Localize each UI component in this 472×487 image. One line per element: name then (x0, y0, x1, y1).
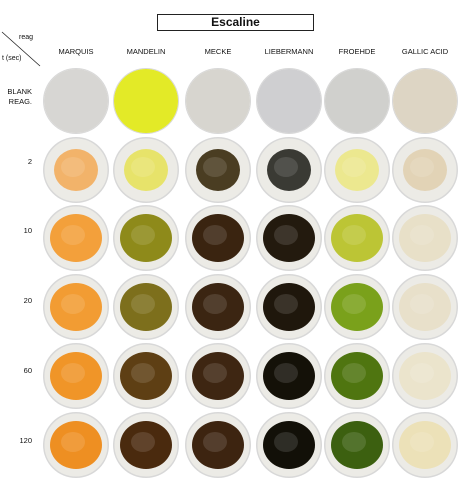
corner-time-label: t (sec) (2, 55, 22, 62)
dish-liebermann-row-1 (256, 137, 322, 203)
dish-marquis-row-3 (43, 274, 109, 340)
col-header-mecke: MECKE (204, 47, 232, 56)
dish-marquis-row-2 (43, 205, 109, 271)
dish-gallic-row-1 (392, 137, 458, 203)
dish-mecke-row-0 (185, 68, 251, 134)
dish-marquis-row-0 (43, 68, 109, 134)
col-header-gallic-acid: GALLIC ACID (401, 47, 449, 56)
dish-liebermann-row-4 (256, 343, 322, 409)
dish-gallic-row-0 (392, 68, 458, 134)
dish-froehde-row-5 (324, 412, 390, 478)
dish-mecke-row-4 (185, 343, 251, 409)
dish-liebermann-row-0 (256, 68, 322, 134)
dish-froehde-row-4 (324, 343, 390, 409)
dish-mecke-row-5 (185, 412, 251, 478)
row-label-10: 10 (23, 226, 32, 235)
dish-mandelin-row-0 (113, 68, 179, 134)
dish-froehde-row-0 (324, 68, 390, 134)
dish-gallic-row-4 (392, 343, 458, 409)
dish-froehde-row-1 (324, 137, 390, 203)
dish-mandelin-row-3 (113, 274, 179, 340)
dish-liebermann-row-2 (256, 205, 322, 271)
row-label-line1: BLANK (7, 87, 32, 96)
row-label-2: 2 (27, 157, 32, 166)
row-label-line2: REAG. (8, 97, 32, 106)
dish-mandelin-row-4 (113, 343, 179, 409)
dish-gallic-row-3 (392, 274, 458, 340)
dish-mecke-row-1 (185, 137, 251, 203)
dish-gallic-row-5 (392, 412, 458, 478)
dish-mandelin-row-5 (113, 412, 179, 478)
dish-liebermann-row-5 (256, 412, 322, 478)
corner-reag-label: reag (19, 34, 34, 41)
col-header-marquis: MARQUIS (58, 47, 94, 56)
corner-divider-line (1, 31, 41, 67)
dish-marquis-row-1 (43, 137, 109, 203)
chart-title: Escaline (157, 14, 314, 31)
dish-mandelin-row-2 (113, 205, 179, 271)
col-header-liebermann: LIEBERMANN (264, 47, 314, 56)
dish-gallic-row-2 (392, 205, 458, 271)
col-header-mandelin: MANDELIN (126, 47, 166, 56)
dish-froehde-row-3 (324, 274, 390, 340)
col-header-froehde: FROEHDE (338, 47, 376, 56)
row-label-blank: BLANK REAG. (0, 87, 32, 107)
row-label-20: 20 (23, 296, 32, 305)
dish-froehde-row-2 (324, 205, 390, 271)
dish-mecke-row-3 (185, 274, 251, 340)
row-label-60: 60 (23, 366, 32, 375)
dish-liebermann-row-3 (256, 274, 322, 340)
dish-mandelin-row-1 (113, 137, 179, 203)
dish-marquis-row-5 (43, 412, 109, 478)
dish-marquis-row-4 (43, 343, 109, 409)
row-label-120: 120 (19, 436, 32, 445)
dish-mecke-row-2 (185, 205, 251, 271)
